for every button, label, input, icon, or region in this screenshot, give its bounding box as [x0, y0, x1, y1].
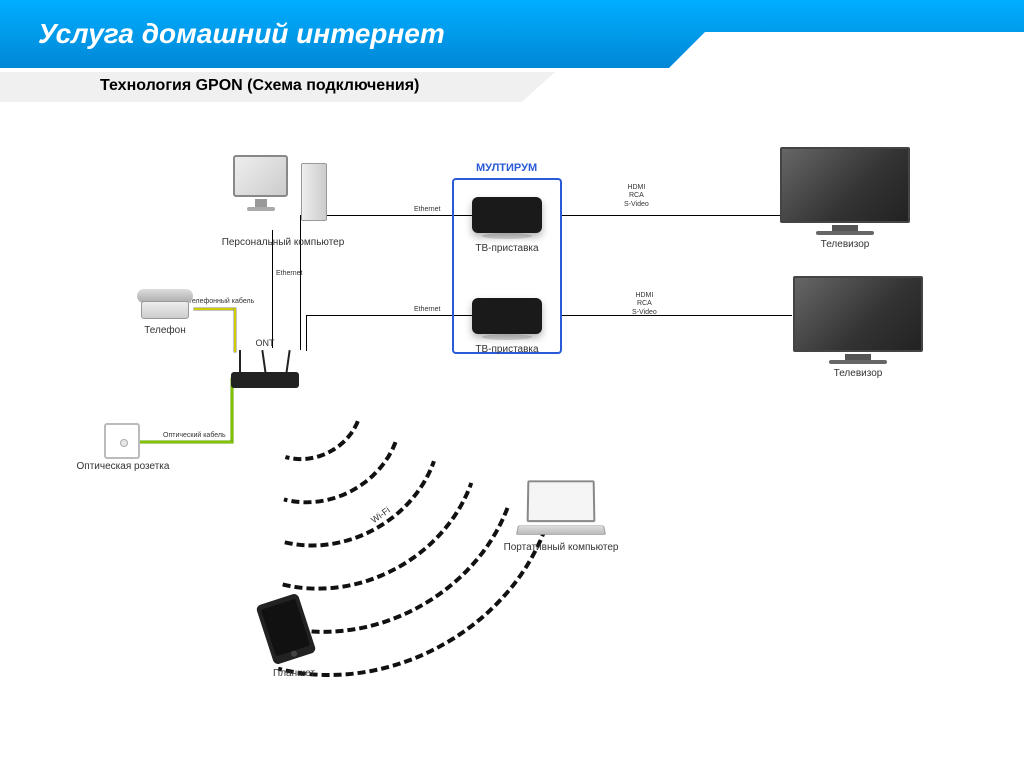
router-icon — [225, 350, 305, 390]
line-phone-ont — [194, 308, 234, 310]
ont-label: ONT — [225, 338, 305, 348]
node-tv2: Телевизор — [793, 276, 923, 379]
cable-label-ethernet-stb1: Ethernet — [414, 206, 440, 213]
node-tv1: Телевизор — [780, 147, 910, 250]
node-laptop: Портативный компьютер — [496, 480, 626, 553]
tv2-icon — [793, 276, 923, 366]
tablet-icon — [255, 593, 316, 666]
pc-icon — [233, 155, 333, 235]
cable-label-phone: Телефонный кабель — [188, 298, 254, 305]
node-ont: ONT — [225, 338, 305, 390]
proto-label-1: HDMIRCAS-Video — [624, 184, 649, 209]
line-stb2-tv2-h — [562, 315, 792, 316]
multiroom-label: МУЛТИРУМ — [476, 162, 537, 174]
header-bar: Услуга домашний интернет — [0, 0, 1024, 68]
pc-label: Персональный компьютер — [207, 237, 359, 248]
node-phone: Телефон — [135, 283, 195, 336]
page-title: Услуга домашний интернет — [0, 0, 1024, 50]
node-stb2: ТВ-приставка — [472, 298, 542, 355]
phone-label: Телефон — [135, 325, 195, 336]
tablet-label: Планшет — [264, 668, 324, 679]
laptop-icon — [511, 480, 611, 540]
tv1-label: Телевизор — [780, 239, 910, 250]
proto-label-2: HDMIRCAS-Video — [632, 292, 657, 317]
stb1-icon — [472, 197, 542, 233]
tv1-icon — [780, 147, 910, 237]
subheader-title: Технология GPON (Схема подключения) — [0, 72, 555, 95]
subheader-bar: Технология GPON (Схема подключения) — [0, 72, 555, 102]
outlet-label: Оптическая розетка — [68, 461, 178, 472]
diagram-canvas: Ethernet Ethernet Ethernet HDMIRCAS-Vide… — [0, 110, 1024, 767]
node-outlet: Оптическая розетка — [104, 423, 204, 472]
cable-label-ethernet-pc: Ethernet — [276, 270, 302, 277]
phone-icon — [135, 283, 195, 323]
node-stb1: ТВ-приставка — [472, 197, 542, 254]
stb2-label: ТВ-приставка — [472, 344, 542, 355]
line-stb1-tv1-h — [562, 215, 780, 216]
outlet-icon — [104, 423, 140, 459]
stb2-icon — [472, 298, 542, 334]
laptop-label: Портативный компьютер — [496, 542, 626, 553]
stb1-label: ТВ-приставка — [472, 243, 542, 254]
node-tablet: Планшет — [264, 598, 324, 679]
node-pc: Персональный компьютер — [233, 155, 333, 248]
tv2-label: Телевизор — [793, 368, 923, 379]
